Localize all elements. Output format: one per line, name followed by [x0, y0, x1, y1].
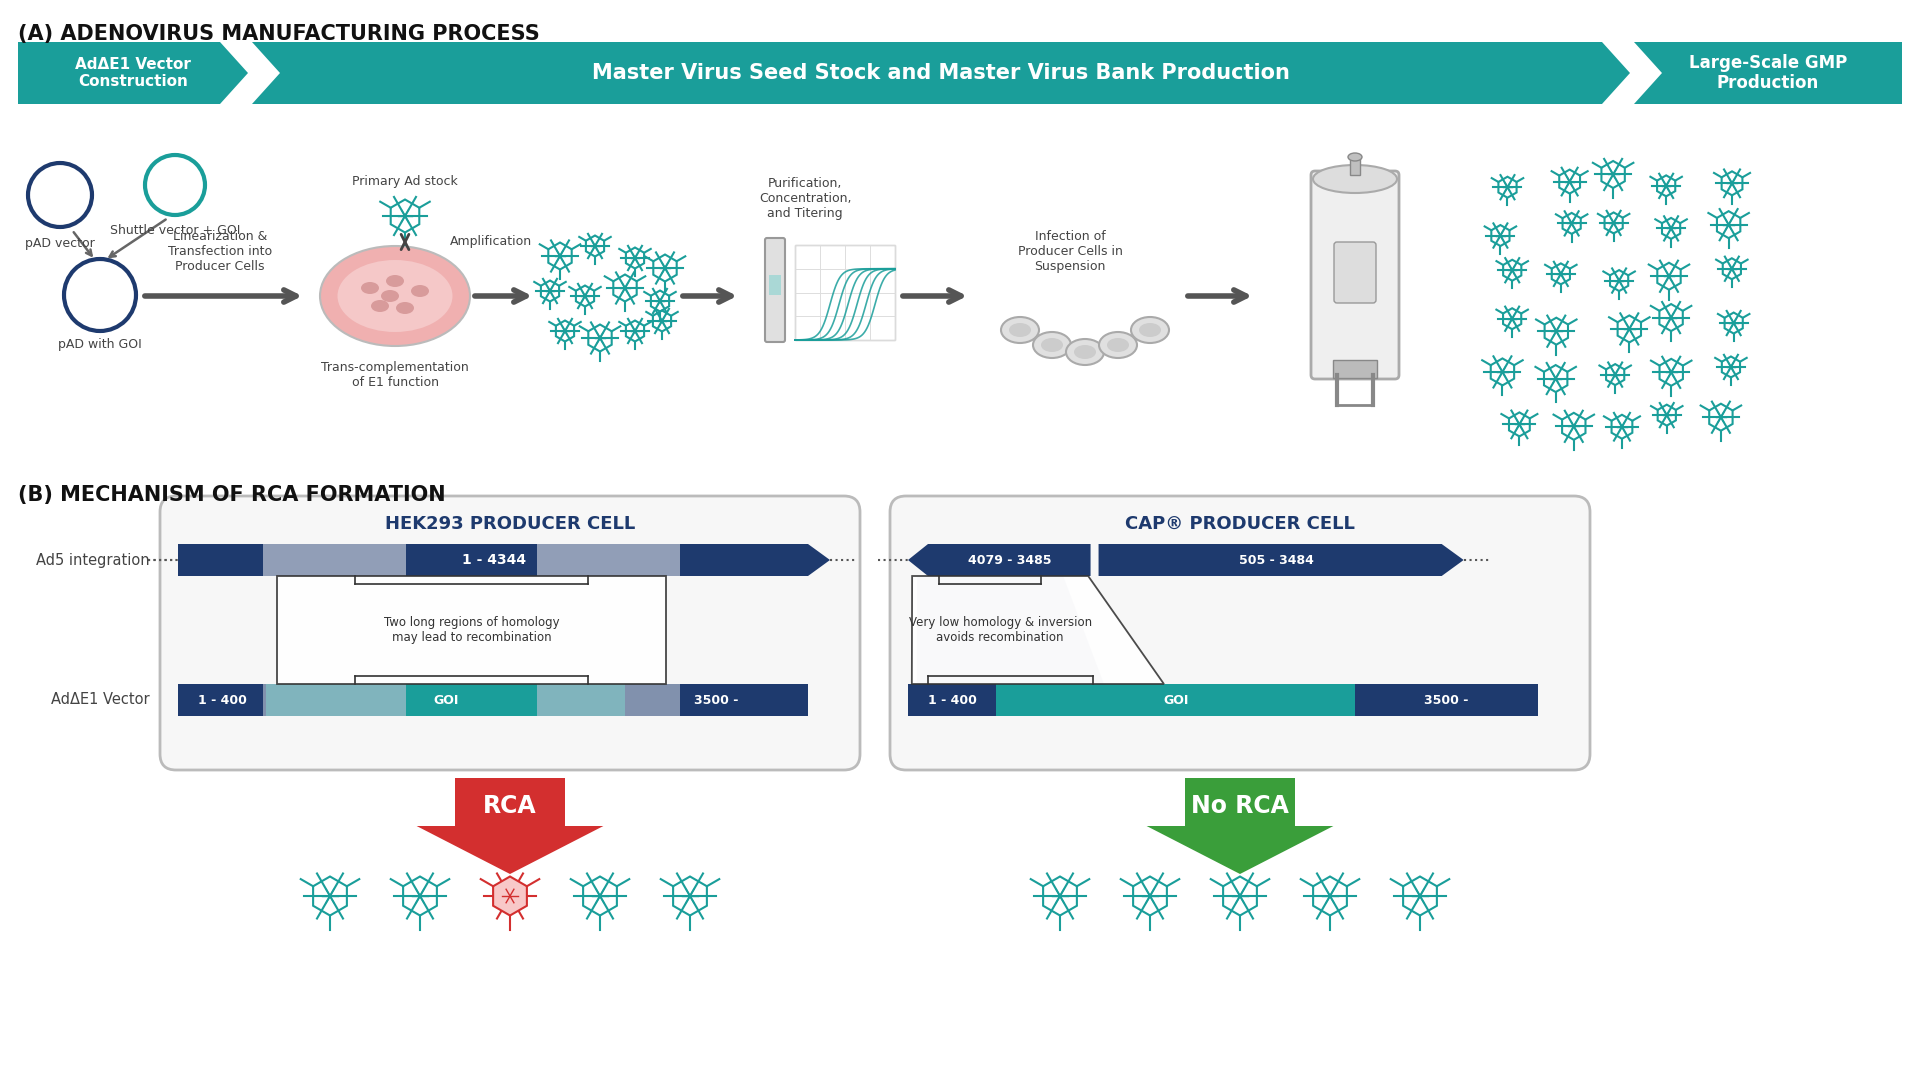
Polygon shape [17, 42, 248, 103]
Text: 505 - 3484: 505 - 3484 [1238, 554, 1313, 567]
Ellipse shape [1313, 165, 1398, 193]
Text: Large-Scale GMP
Production: Large-Scale GMP Production [1690, 53, 1847, 93]
Text: No RCA: No RCA [1190, 794, 1288, 818]
Ellipse shape [1131, 317, 1169, 343]
Polygon shape [1098, 544, 1463, 576]
Polygon shape [908, 544, 1091, 576]
Ellipse shape [1348, 153, 1361, 161]
Text: 1 - 400: 1 - 400 [927, 694, 977, 706]
Text: RCA: RCA [484, 794, 538, 818]
Text: AdΔE1 Vector
Construction: AdΔE1 Vector Construction [75, 57, 190, 90]
Polygon shape [417, 778, 603, 874]
Ellipse shape [361, 282, 378, 294]
Bar [536, 684, 680, 716]
Ellipse shape [386, 275, 403, 287]
Ellipse shape [321, 246, 470, 346]
Bar [1332, 360, 1377, 378]
Circle shape [29, 163, 92, 227]
Text: (A) ADENOVIRUS MANUFACTURING PROCESS: (A) ADENOVIRUS MANUFACTURING PROCESS [17, 23, 540, 44]
Polygon shape [1634, 42, 1903, 103]
Polygon shape [252, 42, 1630, 103]
Bar [263, 544, 407, 576]
Bar [770, 275, 781, 294]
Ellipse shape [1073, 345, 1096, 359]
Polygon shape [1146, 778, 1332, 874]
Bar [536, 544, 680, 576]
Text: GOI: GOI [434, 694, 459, 706]
FancyBboxPatch shape [159, 496, 860, 770]
Text: CAP® PRODUCER CELL: CAP® PRODUCER CELL [1125, 515, 1356, 534]
Bar [267, 684, 626, 716]
Polygon shape [912, 576, 1164, 684]
Ellipse shape [1010, 323, 1031, 337]
Ellipse shape [380, 290, 399, 302]
Text: Purification,
Concentration,
and Titering: Purification, Concentration, and Titerin… [758, 177, 851, 220]
Text: (B) MECHANISM OF RCA FORMATION: (B) MECHANISM OF RCA FORMATION [17, 485, 445, 505]
Polygon shape [918, 576, 1104, 684]
Bar [263, 684, 407, 716]
FancyBboxPatch shape [1311, 171, 1400, 379]
Text: Amplification: Amplification [449, 236, 532, 249]
Text: Linearization &
Transfection into
Producer Cells: Linearization & Transfection into Produc… [167, 230, 273, 273]
Text: pAD with GOI: pAD with GOI [58, 338, 142, 351]
Ellipse shape [1033, 332, 1071, 359]
Ellipse shape [1000, 317, 1039, 343]
Text: HEK293 PRODUCER CELL: HEK293 PRODUCER CELL [384, 515, 636, 534]
Bar [996, 684, 1356, 716]
Text: Very low homology & inversion
avoids recombination: Very low homology & inversion avoids rec… [908, 616, 1092, 644]
Ellipse shape [411, 285, 428, 297]
Text: Master Virus Seed Stock and Master Virus Bank Production: Master Virus Seed Stock and Master Virus… [591, 63, 1290, 83]
Ellipse shape [338, 260, 453, 332]
Polygon shape [493, 876, 526, 915]
Ellipse shape [1108, 338, 1129, 352]
Bar [795, 245, 895, 340]
Text: Two long regions of homology
may lead to recombination: Two long regions of homology may lead to… [384, 616, 559, 644]
Text: GOI: GOI [1164, 694, 1188, 706]
Text: 1 - 4344: 1 - 4344 [463, 553, 526, 567]
Text: Shuttle vector + GOI: Shuttle vector + GOI [109, 224, 240, 237]
Ellipse shape [371, 300, 390, 312]
Polygon shape [276, 576, 666, 684]
FancyBboxPatch shape [764, 238, 785, 343]
Bar [626, 684, 808, 716]
Text: 3500 -: 3500 - [695, 694, 739, 706]
Text: Infection of
Producer Cells in
Suspension: Infection of Producer Cells in Suspensio… [1018, 230, 1123, 273]
Bar [179, 684, 267, 716]
FancyBboxPatch shape [891, 496, 1590, 770]
Polygon shape [179, 544, 829, 576]
Ellipse shape [1139, 323, 1162, 337]
Bar [908, 684, 996, 716]
Ellipse shape [396, 302, 415, 314]
Ellipse shape [1041, 338, 1064, 352]
Text: 4079 - 3485: 4079 - 3485 [968, 554, 1050, 567]
Ellipse shape [1066, 339, 1104, 365]
Text: pAD vector: pAD vector [25, 237, 94, 250]
Text: 1 - 400: 1 - 400 [198, 694, 246, 706]
Circle shape [146, 155, 205, 214]
Text: 3500 -: 3500 - [1425, 694, 1469, 706]
Text: Primary Ad stock: Primary Ad stock [351, 175, 457, 188]
Text: Trans-complementation
of E1 function: Trans-complementation of E1 function [321, 361, 468, 389]
Ellipse shape [1098, 332, 1137, 359]
Text: Ad5 integration: Ad5 integration [36, 553, 150, 568]
Circle shape [63, 259, 136, 331]
Text: AdΔE1 Vector: AdΔE1 Vector [52, 692, 150, 707]
Bar [1356, 684, 1538, 716]
FancyBboxPatch shape [1334, 242, 1377, 303]
Bar [1350, 157, 1359, 175]
